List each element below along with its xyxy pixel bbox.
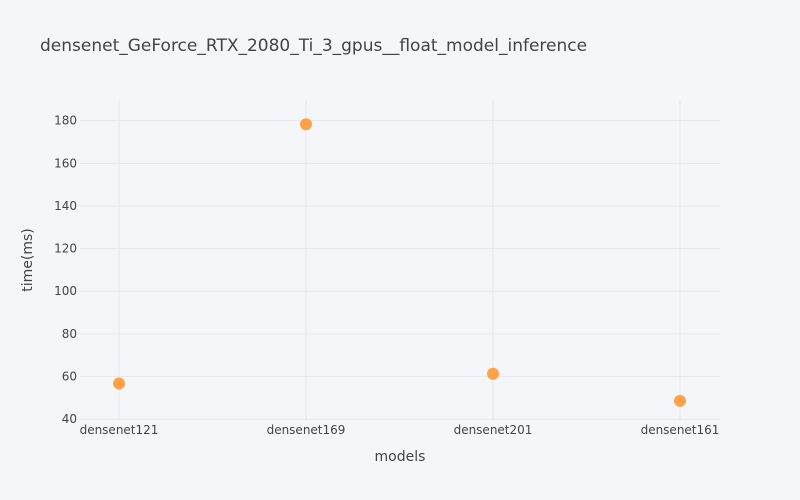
x-tick-label: densenet169 xyxy=(267,423,346,437)
y-grid xyxy=(80,120,720,420)
y-tick-label: 160 xyxy=(54,156,77,170)
x-tick-label: densenet161 xyxy=(641,423,720,437)
y-tick-label: 120 xyxy=(54,242,77,256)
y-tick-label: 40 xyxy=(62,412,77,426)
data-point[interactable] xyxy=(487,367,499,380)
data-point[interactable] xyxy=(674,394,686,407)
data-points xyxy=(113,118,686,407)
x-axis-ticks: densenet121 densenet169 densenet201 densene… xyxy=(80,423,720,437)
x-tick-label: densenet201 xyxy=(454,423,533,437)
y-tick-label: 60 xyxy=(62,370,77,384)
x-tick-label: densenet121 xyxy=(80,423,159,437)
y-axis-title: time(ms) xyxy=(20,228,36,292)
data-point[interactable] xyxy=(113,377,125,390)
y-tick-label: 180 xyxy=(54,114,77,128)
y-tick-label: 140 xyxy=(54,199,77,213)
data-point[interactable] xyxy=(300,118,312,131)
x-axis-title: models xyxy=(375,449,426,465)
y-tick-label: 100 xyxy=(54,284,77,298)
chart-title: densenet_GeForce_RTX_2080_Ti_3_gpus__flo… xyxy=(40,36,587,56)
x-grid xyxy=(118,100,681,420)
y-tick-label: 80 xyxy=(62,327,77,341)
y-axis-ticks: 40 60 80 100 120 140 160 180 xyxy=(54,114,77,426)
